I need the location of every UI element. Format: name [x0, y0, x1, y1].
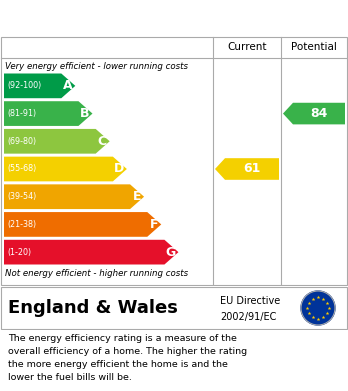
Text: 84: 84	[310, 107, 328, 120]
Text: (39-54): (39-54)	[7, 192, 36, 201]
Text: (21-38): (21-38)	[7, 220, 36, 229]
Text: The energy efficiency rating is a measure of the
overall efficiency of a home. T: The energy efficiency rating is a measur…	[8, 334, 247, 382]
Text: Energy Efficiency Rating: Energy Efficiency Rating	[8, 9, 237, 27]
Text: (92-100): (92-100)	[7, 81, 41, 90]
Circle shape	[301, 291, 335, 325]
Text: 2002/91/EC: 2002/91/EC	[220, 312, 276, 322]
Text: D: D	[113, 163, 124, 176]
Text: England & Wales: England & Wales	[8, 299, 178, 317]
Text: F: F	[150, 218, 158, 231]
Polygon shape	[4, 101, 93, 126]
Text: Not energy efficient - higher running costs: Not energy efficient - higher running co…	[5, 269, 188, 278]
Text: Current: Current	[227, 42, 267, 52]
Text: Potential: Potential	[291, 42, 337, 52]
Polygon shape	[4, 185, 144, 209]
Polygon shape	[4, 212, 161, 237]
Text: A: A	[63, 79, 72, 92]
Text: (55-68): (55-68)	[7, 165, 36, 174]
Text: Very energy efficient - lower running costs: Very energy efficient - lower running co…	[5, 62, 188, 71]
Polygon shape	[283, 103, 345, 124]
Text: (69-80): (69-80)	[7, 137, 36, 146]
Text: C: C	[97, 135, 107, 148]
Polygon shape	[4, 157, 127, 181]
Text: (1-20): (1-20)	[7, 248, 31, 256]
Polygon shape	[215, 158, 279, 180]
Polygon shape	[4, 240, 179, 264]
Text: 61: 61	[243, 163, 261, 176]
Text: G: G	[165, 246, 175, 258]
Text: B: B	[80, 107, 89, 120]
Text: (81-91): (81-91)	[7, 109, 36, 118]
Polygon shape	[4, 74, 75, 98]
Text: EU Directive: EU Directive	[220, 296, 280, 307]
Polygon shape	[4, 129, 110, 154]
Text: E: E	[133, 190, 141, 203]
